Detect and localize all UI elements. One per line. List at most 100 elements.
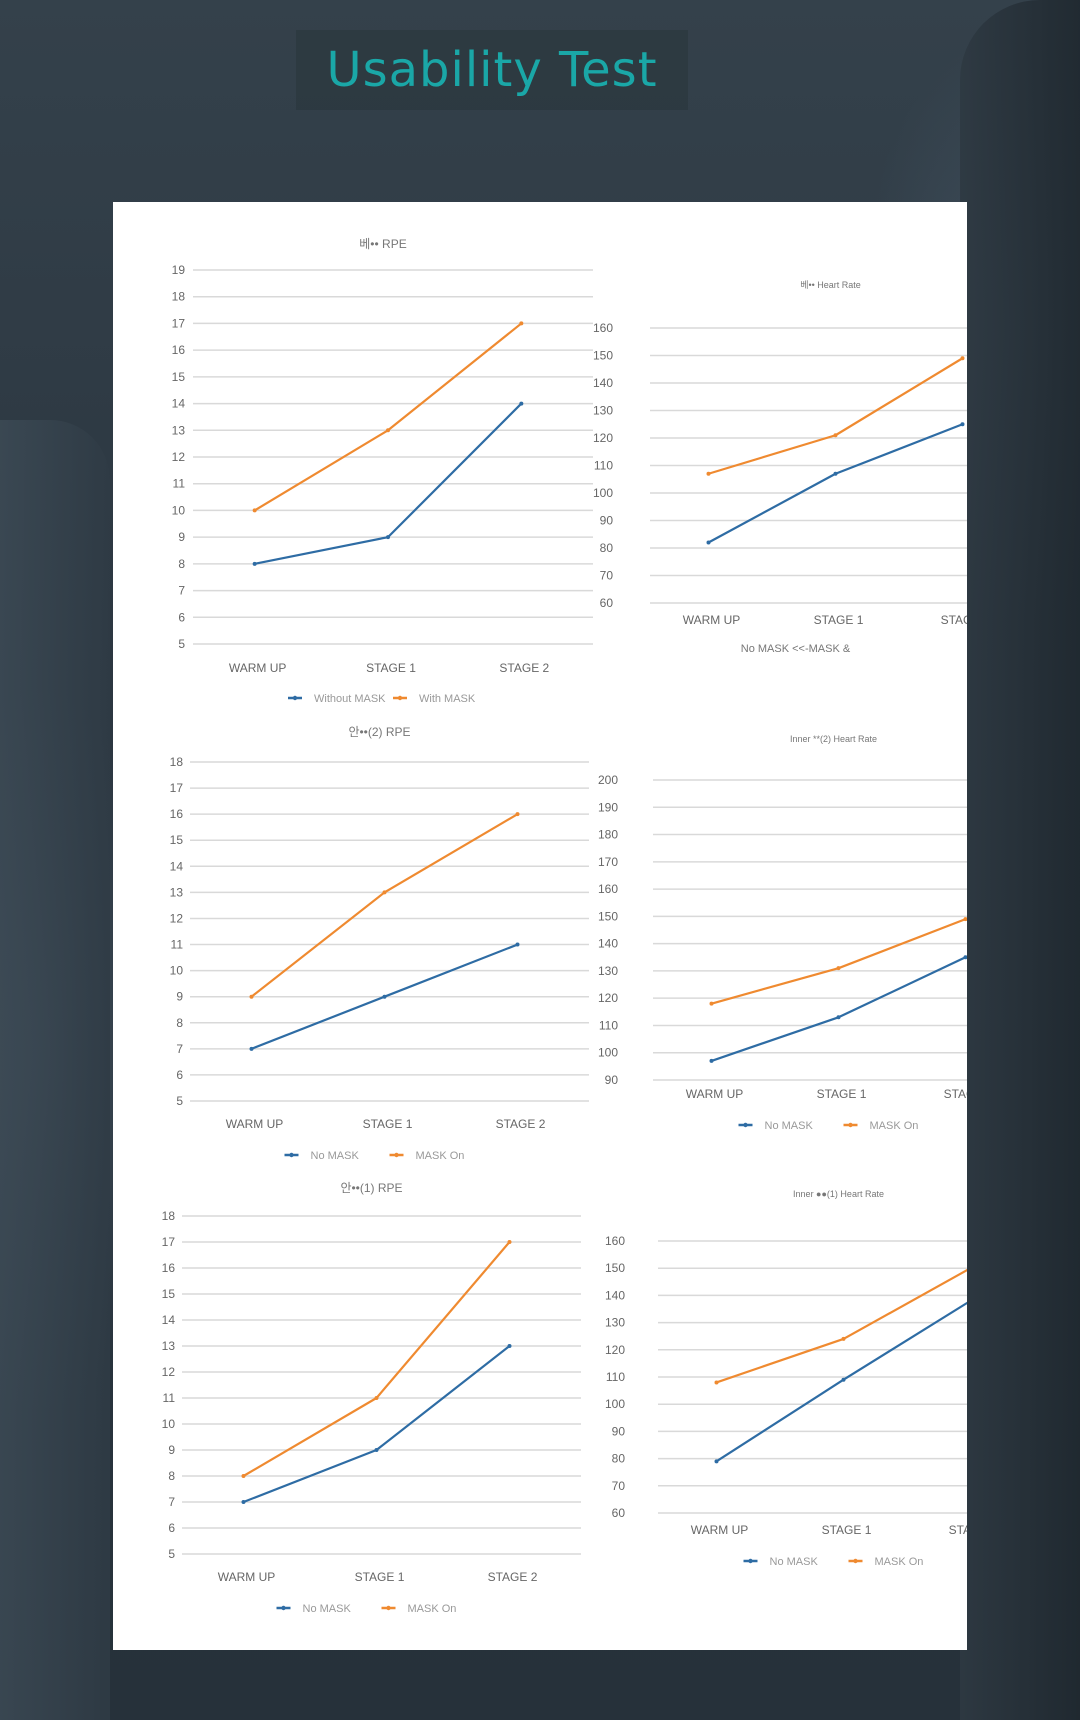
chart-5-data-point: [714, 1459, 719, 1464]
chart-2-title: 안••(2) RPE: [348, 725, 410, 739]
chart-2-ytick-label: 12: [170, 911, 184, 925]
chart-2-ytick-label: 5: [176, 1094, 183, 1108]
chart-0-data-point: [386, 535, 390, 540]
chart-4-legend-label: MASK On: [408, 1603, 457, 1615]
chart-2-data-point: [382, 890, 387, 895]
chart-4-ytick-label: 15: [162, 1287, 176, 1301]
chart-2-ytick-label: 9: [176, 990, 183, 1004]
chart-4-ytick-label: 18: [162, 1209, 176, 1223]
chart-4-data-point: [241, 1500, 246, 1504]
chart-5-category-label: WARM UP: [691, 1523, 749, 1537]
chart-4-ytick-label: 6: [168, 1521, 175, 1535]
chart-1-ytick-label: 160: [593, 321, 613, 335]
chart-2-ytick-label: 17: [170, 781, 184, 795]
chart-1-category-label: WARM UP: [683, 613, 741, 627]
page-title: Usability Test: [326, 42, 658, 98]
chart-0-ytick-label: 15: [172, 370, 186, 384]
chart-1-ytick-label: 80: [600, 541, 614, 555]
chart-0-data-point: [252, 561, 257, 566]
chart-4-ytick-label: 16: [162, 1261, 176, 1275]
chart-2-ytick-label: 14: [170, 859, 184, 873]
chart-4-legend-label: No MASK: [303, 1603, 352, 1615]
background-person-left: [0, 420, 110, 1720]
chart-2-ytick-label: 11: [171, 938, 184, 952]
chart-3-ytick-label: 90: [605, 1073, 619, 1087]
chart-2-ytick-label: 7: [176, 1042, 183, 1056]
chart-1-note: No MASK <<-MASK &: [741, 643, 851, 655]
chart-3-data-point: [963, 955, 968, 960]
chart-5-ytick-label: 140: [605, 1288, 625, 1302]
chart-0-ytick-label: 9: [178, 530, 185, 544]
chart-2-data-point: [515, 942, 520, 947]
chart-1-category-label: STAGE 1: [814, 613, 864, 627]
chart-5-data-point: [841, 1377, 846, 1382]
chart-4-ytick-label: 11: [163, 1391, 176, 1405]
chart-5-ytick-label: 110: [606, 1370, 625, 1384]
chart-1-data-point: [706, 471, 711, 476]
chart-1-data-point: [960, 422, 965, 427]
chart-3-data-point: [836, 1015, 841, 1020]
chart-0-ytick-label: 10: [172, 503, 186, 517]
chart-0-ytick-label: 17: [172, 316, 186, 330]
chart-5-ytick-label: 70: [612, 1479, 626, 1493]
chart-4-legend-marker: [386, 1605, 391, 1611]
chart-2-category-label: STAGE 2: [496, 1117, 546, 1131]
chart-4-ytick-label: 5: [168, 1547, 175, 1561]
chart-0-ytick-label: 13: [172, 423, 186, 437]
chart-4-ytick-label: 13: [162, 1339, 176, 1353]
chart-3-data-point: [836, 966, 841, 971]
chart-4-data-point: [374, 1396, 379, 1400]
chart-0-title: 베•• RPE: [359, 237, 406, 251]
chart-4-category-label: STAGE 2: [488, 1570, 538, 1584]
chart-4-ytick-label: 14: [162, 1313, 176, 1327]
chart-0-ytick-label: 14: [172, 397, 186, 411]
chart-3-ytick-label: 200: [598, 773, 618, 787]
chart-0-ytick-label: 5: [178, 637, 185, 651]
chart-4-data-point: [374, 1448, 379, 1452]
chart-0-legend-label: With MASK: [419, 693, 476, 705]
chart-0-ytick-label: 19: [172, 263, 186, 277]
chart-3-ytick-label: 180: [598, 828, 618, 842]
chart-3-ytick-label: 130: [598, 964, 618, 978]
chart-3-legend-marker: [848, 1122, 853, 1128]
background-person-right: [960, 0, 1080, 1720]
chart-3-ytick-label: 120: [598, 991, 618, 1005]
chart-2-legend-marker: [289, 1152, 294, 1158]
chart-4-category-label: WARM UP: [218, 1570, 276, 1584]
chart-5-ytick-label: 160: [605, 1234, 625, 1248]
chart-4-data-point: [507, 1240, 512, 1244]
chart-0-category-label: STAGE 2: [499, 661, 549, 675]
chart-0-ytick-label: 11: [173, 477, 186, 491]
chart-2-ytick-label: 13: [170, 885, 184, 899]
chart-2-data-point: [249, 994, 254, 999]
chart-3-ytick-label: 100: [598, 1046, 618, 1060]
chart-1-ytick-label: 150: [593, 349, 613, 363]
chart-3-legend-label: No MASK: [765, 1120, 814, 1132]
chart-1-ytick-label: 60: [600, 596, 614, 610]
chart-3-category-label: STAGE 1: [817, 1087, 867, 1101]
chart-5-data-point: [841, 1336, 846, 1341]
chart-5-ytick-label: 150: [605, 1261, 625, 1275]
chart-3-ytick-label: 170: [598, 855, 618, 869]
chart-1-ytick-label: 120: [593, 431, 613, 445]
chart-0-data-point: [386, 428, 390, 433]
chart-2-data-point: [515, 812, 520, 817]
chart-5-ytick-label: 120: [605, 1343, 625, 1357]
chart-3-ytick-label: 190: [598, 800, 618, 814]
chart-5-ytick-label: 90: [612, 1424, 626, 1438]
chart-2-legend-label: MASK On: [416, 1150, 465, 1162]
chart-1-data-point: [833, 433, 838, 438]
chart-2-category-label: STAGE 1: [363, 1117, 413, 1131]
title-banner: Usability Test: [296, 30, 688, 110]
chart-2-data-point: [249, 1046, 254, 1051]
chart-0-ytick-label: 6: [178, 610, 185, 624]
chart-1-data-point: [960, 356, 965, 361]
chart-1-ytick-label: 100: [593, 486, 613, 500]
chart-2-ytick-label: 15: [170, 833, 184, 847]
chart-5-data-point: [714, 1380, 719, 1385]
charts-sheet: 베•• RPE 5 6 7 8 9 10 11 12 13 14 15 16 17 18 19 WARM UP S…: [113, 202, 1039, 1650]
chart-3-data-point: [963, 917, 968, 922]
chart-4-ytick-label: 7: [168, 1495, 175, 1509]
chart-1-ytick-label: 90: [600, 514, 614, 528]
chart-0-ytick-label: 8: [178, 557, 185, 571]
